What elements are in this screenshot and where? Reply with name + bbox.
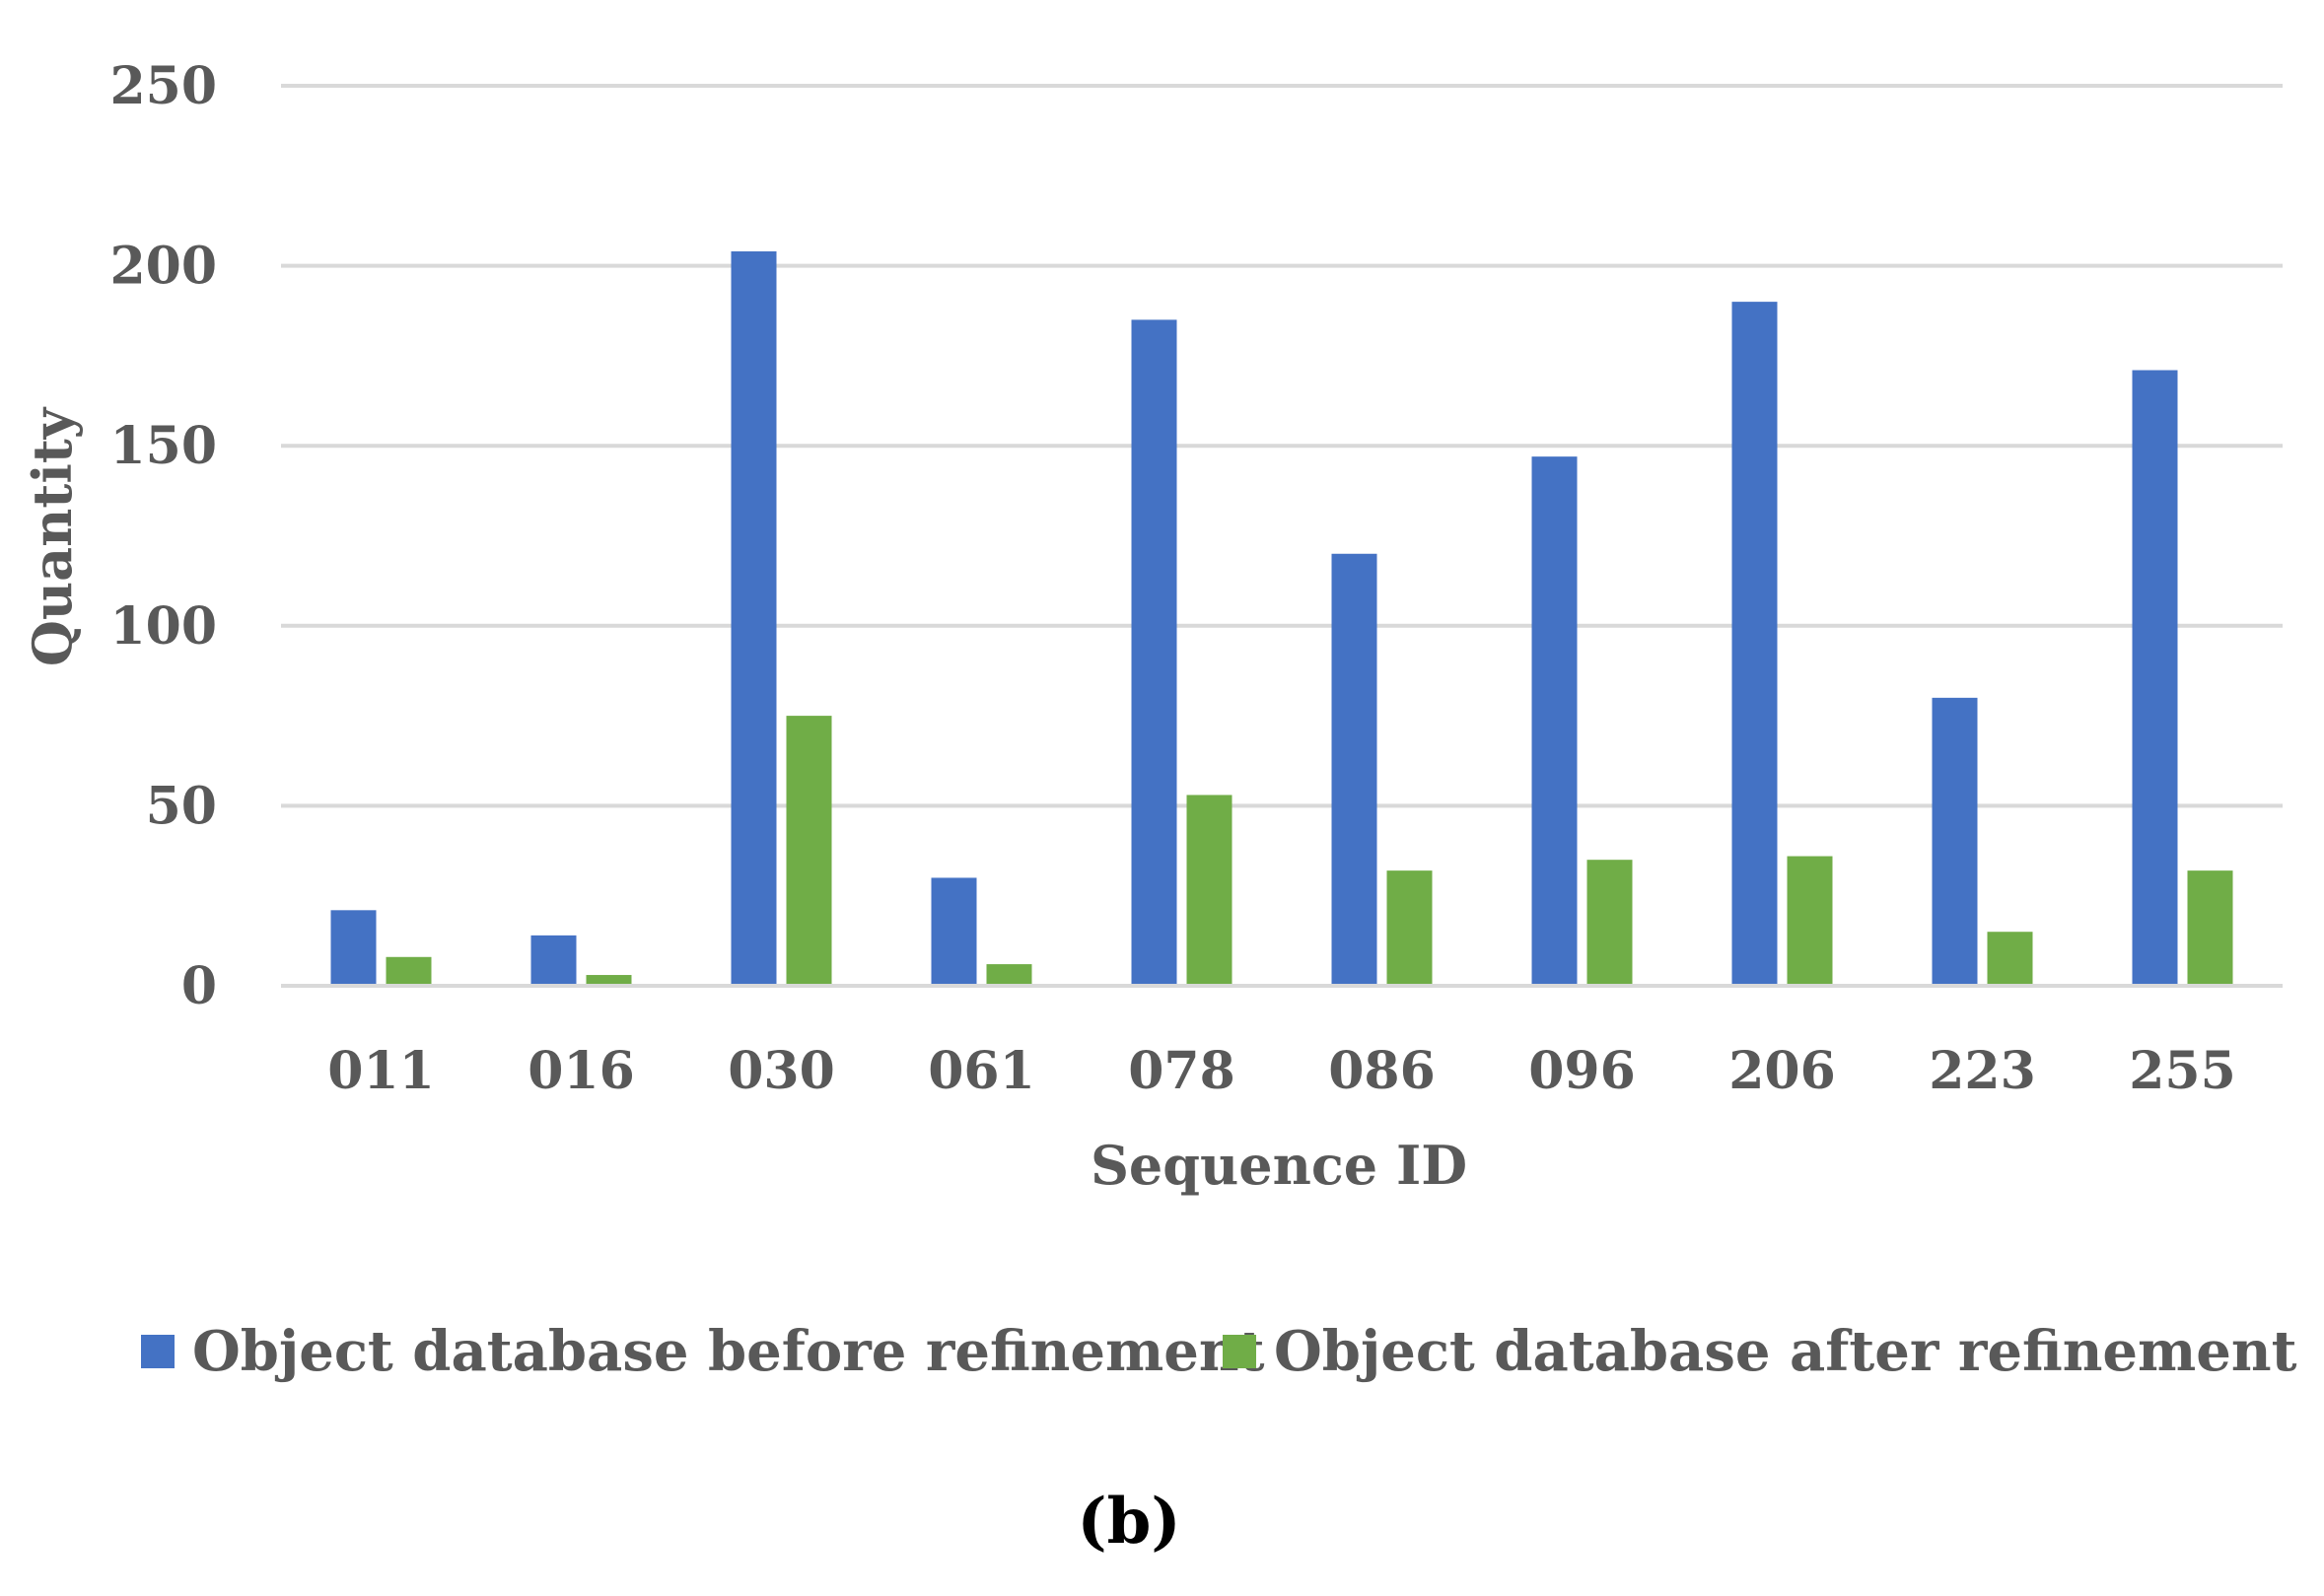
y-tick-label: 150 [109,416,217,476]
legend-swatch [1223,1335,1256,1368]
bar-after-061 [986,964,1032,986]
legend: Object database before refinement Object … [141,1319,2297,1384]
bar-before-086 [1331,553,1377,986]
y-tick-label: 50 [146,776,217,836]
x-tick-label: 223 [1929,1041,2036,1101]
bar-before-011 [330,910,377,986]
bar-after-255 [2187,870,2233,986]
panel-label: (b) [1077,1485,1180,1559]
x-tick-label: 011 [327,1041,435,1101]
gridlines [281,84,2283,988]
y-tick-label: 100 [109,596,217,657]
y-axis-ticks: 0 50 100 150 200 250 [109,56,217,1016]
bar-before-016 [530,935,577,986]
x-axis-ticks: 011 016 030 061 078 086 096 206 223 255 [327,1041,2236,1101]
x-tick-label: 061 [928,1041,1035,1101]
bar-before-030 [731,250,777,986]
bar-before-061 [931,877,977,986]
x-tick-label: 206 [1728,1041,1836,1101]
x-tick-label: 086 [1328,1041,1436,1101]
x-axis-title: Sequence ID [1091,1134,1467,1197]
x-tick-label: 016 [528,1041,635,1101]
legend-label: Object database after refinement [1274,1319,2297,1384]
bar-before-206 [1731,302,1778,986]
bar-after-086 [1386,870,1433,986]
y-axis-title: Quantity [21,406,84,666]
y-tick-label: 250 [109,56,217,116]
bar-after-078 [1186,795,1232,986]
x-tick-label: 255 [2129,1041,2236,1101]
bar-after-011 [386,956,432,986]
bar-after-223 [1987,932,2033,986]
x-tick-label: 096 [1528,1041,1636,1101]
bar-before-078 [1131,319,1177,986]
y-tick-label: 0 [181,956,217,1016]
x-tick-label: 078 [1128,1041,1235,1101]
bar-after-096 [1586,860,1633,986]
bar-before-096 [1531,456,1578,986]
bar-after-030 [786,716,832,986]
bar-before-223 [1932,697,1978,986]
legend-swatch [141,1335,175,1368]
x-tick-label: 030 [728,1041,835,1101]
bar-before-255 [2132,370,2178,986]
bars [281,250,2283,988]
y-tick-label: 200 [109,237,217,297]
bar-after-016 [586,975,632,986]
bar-after-206 [1787,856,1833,986]
legend-label: Object database before refinement [192,1319,1265,1384]
